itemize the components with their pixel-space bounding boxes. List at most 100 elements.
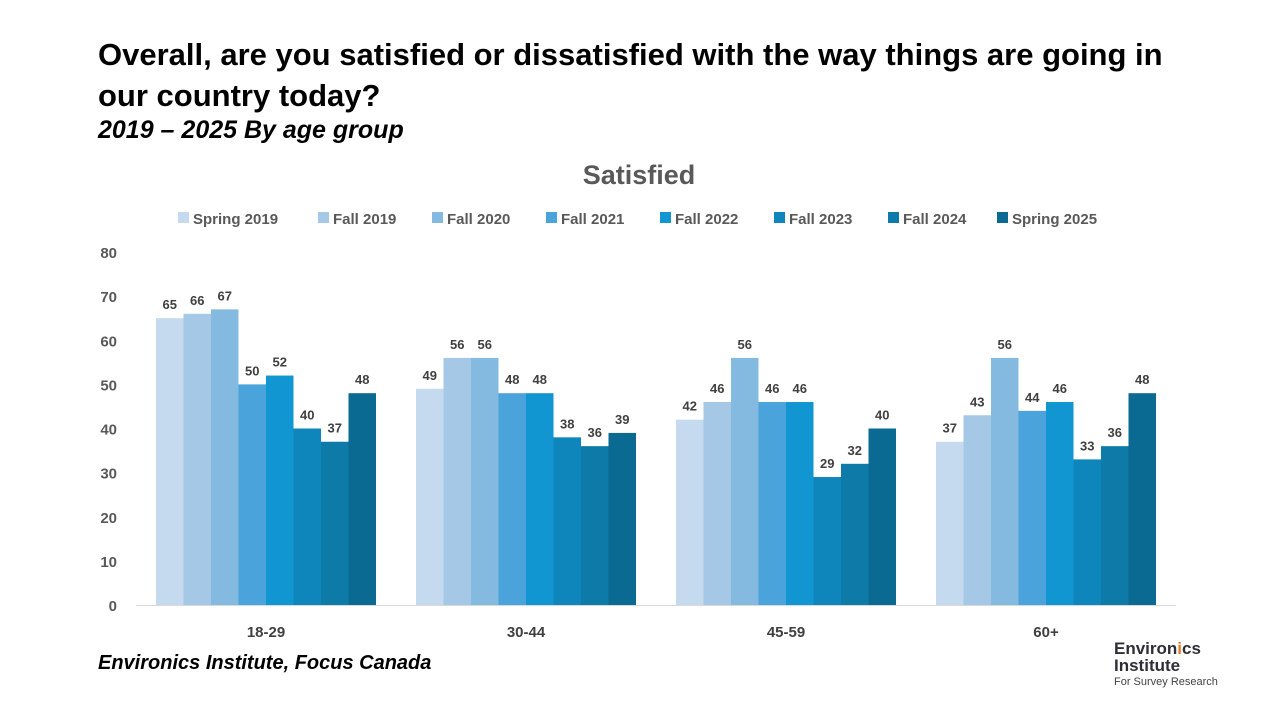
data-label: 40 [875,408,889,423]
legend-swatch [318,212,329,223]
legend-swatch [546,212,557,223]
data-label: 56 [998,337,1012,352]
y-tick-label: 70 [100,289,117,306]
data-label: 49 [423,368,437,383]
bar [1046,402,1074,605]
data-label: 36 [588,425,602,440]
y-tick-label: 30 [100,466,117,483]
bar [293,428,321,605]
x-axis: 18-29 30-44 45-59 60+ [247,624,1059,641]
logo-tagline: For Survey Research [1114,676,1218,688]
legend-label: Fall 2023 [789,211,852,228]
legend-swatch [660,212,671,223]
data-label: 48 [505,372,519,387]
bar [991,357,1019,605]
data-label: 65 [163,297,177,312]
data-label: 48 [1135,372,1149,387]
data-label: 56 [738,337,752,352]
data-label: 66 [190,293,204,308]
bar [868,428,896,605]
legend-item: Fall 2021 [546,211,624,228]
y-tick-label: 20 [100,510,117,527]
x-tick-label: 18-29 [247,624,285,641]
legend: Spring 2019 Fall 2019 Fall 2020 Fall 2021 Fa… [178,211,1097,228]
data-label: 52 [273,355,287,370]
legend-label: Spring 2025 [1012,211,1097,228]
bar [1101,446,1129,605]
bar [813,477,841,605]
legend-item: Fall 2024 [888,211,967,228]
data-label: 36 [1108,425,1122,440]
data-label: 46 [765,381,779,396]
bar [498,393,526,605]
legend-swatch [774,212,785,223]
legend-label: Fall 2020 [447,211,510,228]
x-tick-label: 60+ [1033,624,1059,641]
x-tick-label: 30-44 [507,624,546,641]
bar [443,357,471,605]
bar [676,419,704,605]
bar [841,463,869,605]
data-label: 46 [793,381,807,396]
bars [156,309,1156,605]
data-label: 67 [218,288,232,303]
bar [471,357,499,605]
bar [238,384,266,605]
chart-subtitle: 2019 – 2025 By age group [98,116,404,144]
bar [581,446,609,605]
data-label: 42 [683,399,697,414]
legend-label: Fall 2019 [333,211,396,228]
data-labels: 65 66 67 50 52 40 37 48 49 56 56 48 48 38 36 39 42 46 56 46… [163,288,1150,471]
data-label: 46 [1053,381,1067,396]
bar [786,402,814,605]
bar [1128,393,1156,605]
bar [703,402,731,605]
legend-swatch [888,212,899,223]
logo-wordmark: Environics [1114,639,1201,658]
legend-label: Spring 2019 [193,211,278,228]
data-label: 38 [560,416,574,431]
environics-logo: Environics Institute For Survey Research [1114,640,1234,688]
bar [731,357,759,605]
legend-item: Fall 2023 [774,211,852,228]
bar [416,388,444,605]
data-label: 33 [1080,438,1094,453]
data-label: 44 [1025,390,1040,405]
legend-label: Fall 2022 [675,211,738,228]
bar [348,393,376,605]
bar [183,313,211,605]
source-note: Environics Institute, Focus Canada [98,652,432,674]
y-tick-label: 40 [100,422,117,439]
legend-label: Fall 2021 [561,211,624,228]
bar [211,309,239,605]
bar [156,318,184,605]
data-label: 48 [355,372,369,387]
data-label: 56 [450,337,464,352]
bar [758,402,786,605]
bar [608,432,636,605]
legend-swatch [432,212,443,223]
legend-swatch [997,212,1008,223]
bar [321,441,349,605]
data-label: 43 [970,394,984,409]
legend-label: Fall 2024 [903,211,967,228]
y-tick-label: 50 [100,377,117,394]
data-label: 50 [245,363,259,378]
bar [936,441,964,605]
data-label: 56 [478,337,492,352]
y-tick-label: 80 [100,245,117,262]
logo-institute: Institute [1114,656,1181,675]
bar [1018,410,1046,605]
legend-item: Spring 2025 [997,211,1097,228]
data-label: 39 [615,412,629,427]
data-label: 32 [848,443,862,458]
legend-item: Spring 2019 [178,211,278,228]
bar [1073,459,1101,605]
bar [963,415,991,605]
x-tick-label: 45-59 [767,624,805,641]
legend-item: Fall 2020 [432,211,510,228]
legend-swatch [178,212,189,223]
chart-title: Overall, are you satisfied or dissatisfi… [98,37,1163,113]
legend-item: Fall 2022 [660,211,738,228]
